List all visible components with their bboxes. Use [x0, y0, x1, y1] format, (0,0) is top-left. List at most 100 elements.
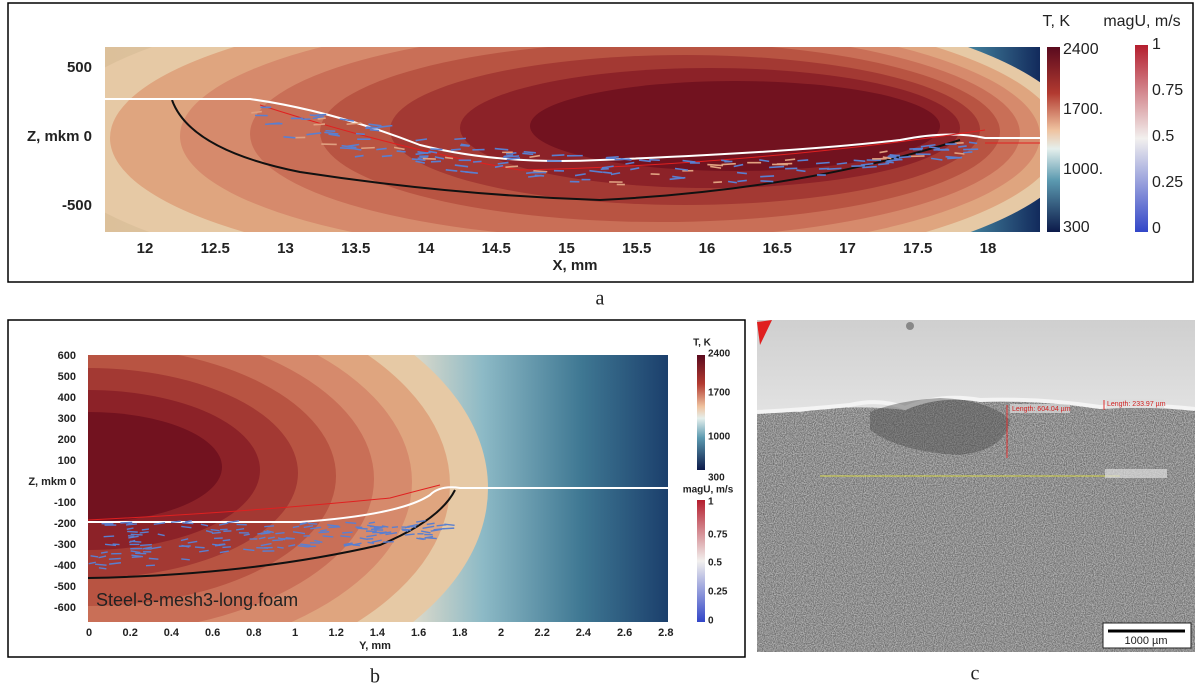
x-tick-label: 13.5 [341, 240, 370, 257]
velocity-arrow [277, 537, 286, 541]
y-tick-label: -400 [54, 560, 76, 572]
x-tick-label: 0.2 [123, 627, 138, 639]
velocity-arrow [272, 539, 284, 542]
x-tick-label: 2.8 [658, 627, 673, 639]
y-tick-label: 100 [58, 455, 76, 467]
velocity-arrow [88, 561, 96, 565]
velocity-arrow [328, 133, 340, 137]
velocity-arrow [90, 555, 99, 558]
velocity-arrow [760, 180, 774, 183]
velocity-arrow [299, 522, 307, 526]
velocity-arrow [674, 167, 689, 171]
velocity-arrow [340, 535, 351, 538]
velocity-arrow [148, 557, 159, 560]
velocity-tick-label: 0.75 [708, 530, 728, 541]
velocity-arrow [759, 159, 770, 163]
free-surface [88, 486, 668, 523]
velocity-arrow [317, 117, 326, 120]
velocity-arrow [886, 158, 901, 162]
velocity-arrow [181, 544, 190, 548]
velocity-arrow [523, 150, 536, 154]
velocity-arrow [733, 163, 744, 168]
velocity-arrow [98, 555, 107, 559]
velocity-arrow [181, 525, 192, 529]
velocity-arrow [638, 159, 651, 163]
velocity-arrow [428, 150, 438, 154]
y-tick-label: -200 [54, 518, 76, 530]
temp-tick-label: 2400 [1063, 41, 1099, 58]
velocity-arrow [415, 160, 425, 164]
temp-tick-label: 1000 [708, 432, 731, 443]
velocity-arrow [205, 530, 213, 534]
velocity-arrow [324, 131, 339, 135]
velocity-arrow [528, 174, 542, 178]
x-tick-label: 1.2 [329, 627, 344, 639]
velocity-arrow [367, 524, 375, 528]
velocity-arrow [381, 154, 393, 158]
velocity-arrow [140, 543, 152, 547]
temp-tick-label: 300 [708, 473, 725, 484]
y-tick-label: -300 [54, 539, 76, 551]
velocity-arrow [385, 531, 398, 536]
x-tick-label: 2.6 [617, 627, 632, 639]
velocity-arrow [533, 170, 548, 173]
velocity-arrow [401, 529, 409, 532]
velocity-arrow [430, 148, 443, 151]
velocity-arrow [454, 137, 467, 141]
velocity-arrow [266, 529, 274, 534]
velocity-arrow [769, 165, 785, 169]
velocity-arrow [574, 173, 586, 177]
velocity-arrow [450, 148, 461, 151]
velocity-arrow [933, 148, 949, 151]
x-tick-label: 14 [418, 240, 435, 257]
x-tick-label: 12.5 [201, 240, 230, 257]
y-tick-label: 500 [67, 59, 92, 76]
x-tick-label: 2.4 [576, 627, 592, 639]
velocity-arrow [104, 543, 117, 547]
velocity-tick-label: 0 [1152, 220, 1161, 237]
velocity-arrow [958, 145, 967, 148]
velocity-arrow [343, 542, 353, 546]
temp-tick-label: 300 [1063, 219, 1090, 236]
velocity-arrow [784, 158, 796, 162]
velocity-arrow [954, 152, 965, 155]
velocity-arrow [393, 146, 405, 151]
velocity-arrow [853, 159, 866, 163]
velocity-arrow [522, 152, 534, 156]
velocity-arrow [131, 555, 142, 559]
velocity-arrow [879, 150, 888, 154]
x-tick-label: 17.5 [903, 240, 932, 257]
velocity-arrow [494, 164, 504, 168]
velocity-arrow [930, 157, 943, 161]
velocity-arrow [292, 525, 300, 529]
velocity-arrow [494, 147, 509, 151]
velocity-arrow [258, 536, 266, 540]
velocity-arrow [796, 169, 806, 173]
velocity-arrow [128, 535, 139, 539]
velocity-arrow [157, 533, 165, 537]
x-tick-label: 14.5 [482, 240, 511, 257]
velocity-arrow [303, 525, 314, 529]
micrograph [756, 320, 1196, 652]
velocity-arrow [620, 157, 632, 161]
velocity-arrow [365, 126, 380, 130]
velocity-arrow [815, 161, 830, 165]
velocity-arrow [460, 170, 475, 174]
velocity-arrow [130, 533, 143, 536]
velocity-arrow [212, 543, 221, 547]
velocity-tick-label: 0.25 [1152, 174, 1183, 191]
velocity-arrow [391, 526, 399, 529]
velocity-arrow [434, 156, 445, 160]
x-tick-label: 1.8 [452, 627, 467, 639]
y-tick-label: 400 [58, 392, 76, 404]
melt-boundary [171, 99, 961, 202]
temp-tick-label: 1700 [708, 388, 731, 399]
velocity-arrow [170, 520, 181, 523]
velocity-arrow [898, 155, 912, 159]
velocity-arrow [503, 155, 520, 159]
y-tick-label: Z, mkm 0 [27, 128, 92, 145]
velocity-arrow [885, 161, 894, 164]
temp-colorbar [1047, 47, 1060, 232]
velocity-arrow [454, 164, 469, 168]
velocity-arrow [551, 154, 565, 157]
